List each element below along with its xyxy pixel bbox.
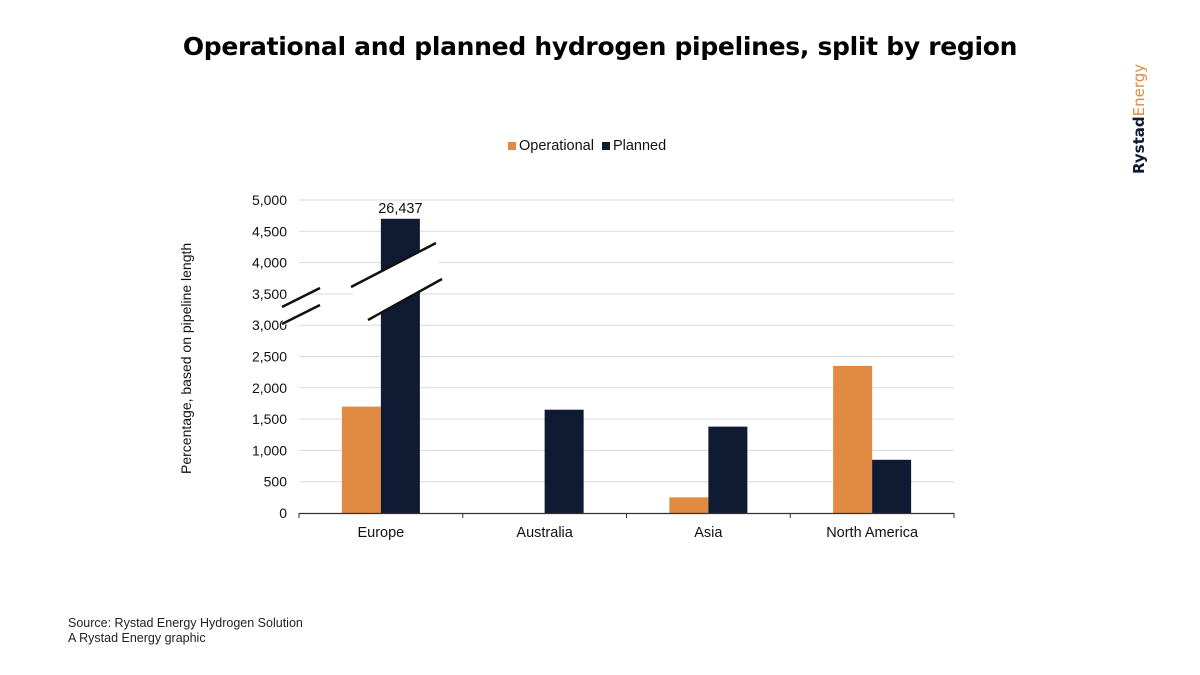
legend-item-planned: Planned [601, 138, 667, 154]
legend-swatch-planned [601, 142, 610, 150]
y-tick-label: 3,000 [252, 317, 287, 333]
credit-note: A Rystad Energy graphic [68, 631, 206, 645]
legend: Operational Planned [508, 137, 674, 155]
x-tick-label: Asia [694, 525, 723, 541]
legend-label-operational: Operational [519, 138, 594, 154]
y-tick-label: 4,000 [252, 255, 287, 271]
y-tick-label: 5,000 [252, 192, 287, 208]
data-label-europe-planned: 26,437 [378, 201, 422, 217]
y-tick-label: 500 [264, 474, 288, 490]
chart-title: Operational and planned hydrogen pipelin… [182, 32, 1018, 61]
legend-swatch-operational [508, 142, 516, 150]
y-tick-label: 3,500 [252, 286, 287, 302]
x-tick-label: Australia [516, 525, 573, 541]
axis-break-gap-left [283, 289, 309, 326]
bar-planned-australia [544, 409, 584, 513]
x-tick-label: North America [826, 525, 919, 541]
legend-label-planned: Planned [612, 138, 667, 154]
axis-break-line-europe-top [350, 241, 437, 289]
bar-operational-north-america [833, 365, 873, 513]
axis-break-line-left-bottom [281, 303, 321, 326]
y-tick-label: 0 [279, 505, 287, 521]
axis-break-line-left-top [281, 286, 321, 309]
bar-operational-asia [669, 497, 709, 513]
y-tick-label: 4,500 [252, 223, 287, 239]
footer: Source: Rystad Energy Hydrogen Solution … [68, 616, 303, 646]
bar-planned-asia [708, 426, 748, 513]
x-tick-label: Europe [357, 525, 404, 541]
y-tick-label: 2,000 [252, 380, 287, 396]
y-tick-label: 2,500 [252, 349, 287, 365]
source-note: Source: Rystad Energy Hydrogen Solution [68, 616, 303, 630]
bar-planned-north-america [872, 459, 912, 513]
bar-operational-europe [341, 406, 381, 513]
axis-break-line-europe-bottom [367, 277, 443, 322]
legend-item-operational: Operational [508, 138, 594, 154]
axis-break-gap-europe [350, 244, 441, 320]
y-tick-label: 1,500 [252, 411, 287, 427]
y-tick-label: 1,000 [252, 442, 287, 458]
